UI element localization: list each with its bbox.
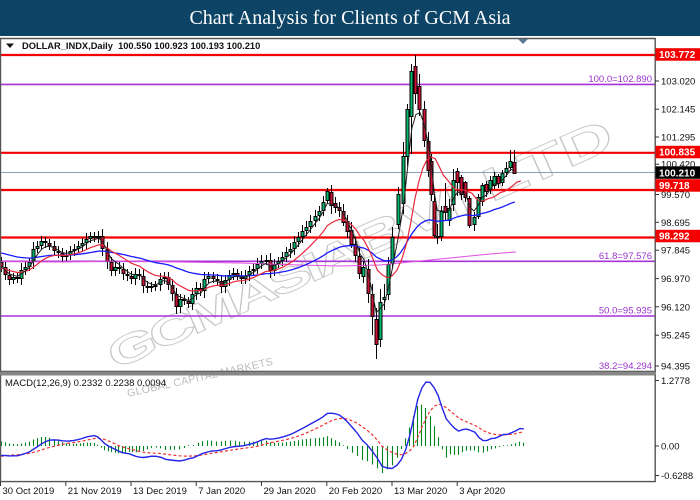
svg-text:100.0=102.890: 100.0=102.890 <box>588 74 652 85</box>
svg-text:96.120: 96.120 <box>661 302 690 313</box>
svg-text:20 Feb 2020: 20 Feb 2020 <box>329 486 382 497</box>
svg-text:102.145: 102.145 <box>661 105 695 116</box>
svg-text:96.970: 96.970 <box>661 274 690 285</box>
svg-text:95.245: 95.245 <box>661 331 690 342</box>
svg-text:30 Oct 2019: 30 Oct 2019 <box>3 486 55 497</box>
svg-text:50.0=95.935: 50.0=95.935 <box>599 306 652 317</box>
svg-text:103.772: 103.772 <box>659 50 696 61</box>
svg-text:98.292: 98.292 <box>659 232 690 243</box>
svg-text:103.020: 103.020 <box>661 77 695 88</box>
svg-text:101.295: 101.295 <box>661 133 695 144</box>
svg-text:21 Nov 2019: 21 Nov 2019 <box>68 486 122 497</box>
svg-text:99.718: 99.718 <box>659 181 690 192</box>
svg-text:97.845: 97.845 <box>661 246 690 257</box>
svg-text:13 Dec 2019: 13 Dec 2019 <box>133 486 187 497</box>
svg-text:MACD(12,26,9) 0.2332 0.2238 0.: MACD(12,26,9) 0.2332 0.2238 0.0094 <box>5 378 166 389</box>
svg-text:98.695: 98.695 <box>661 218 690 229</box>
svg-text:61.8=97.576: 61.8=97.576 <box>599 251 652 262</box>
svg-text:GCMASIA: GCMASIA <box>101 227 368 378</box>
svg-text:94.395: 94.395 <box>661 362 690 373</box>
svg-text:-0.6288: -0.6288 <box>661 471 693 482</box>
svg-text:38.2=94.294: 38.2=94.294 <box>599 361 652 372</box>
svg-text:100.420: 100.420 <box>661 160 695 171</box>
svg-text:0.00: 0.00 <box>661 442 680 453</box>
svg-text:3 Apr 2020: 3 Apr 2020 <box>459 486 505 497</box>
svg-text:DOLLAR_INDX,Daily 100.550 100: DOLLAR_INDX,Daily 100.550 100.923 100.19… <box>22 41 260 51</box>
svg-text:13 Mar 2020: 13 Mar 2020 <box>394 486 447 497</box>
svg-text:29 Jan 2020: 29 Jan 2020 <box>264 486 316 497</box>
svg-text:7 Jan 2020: 7 Jan 2020 <box>198 486 245 497</box>
svg-text:100.835: 100.835 <box>659 148 696 159</box>
svg-text:99.570: 99.570 <box>661 190 690 201</box>
svg-text:100.210: 100.210 <box>659 168 696 179</box>
svg-text:1.2778: 1.2778 <box>661 376 690 387</box>
